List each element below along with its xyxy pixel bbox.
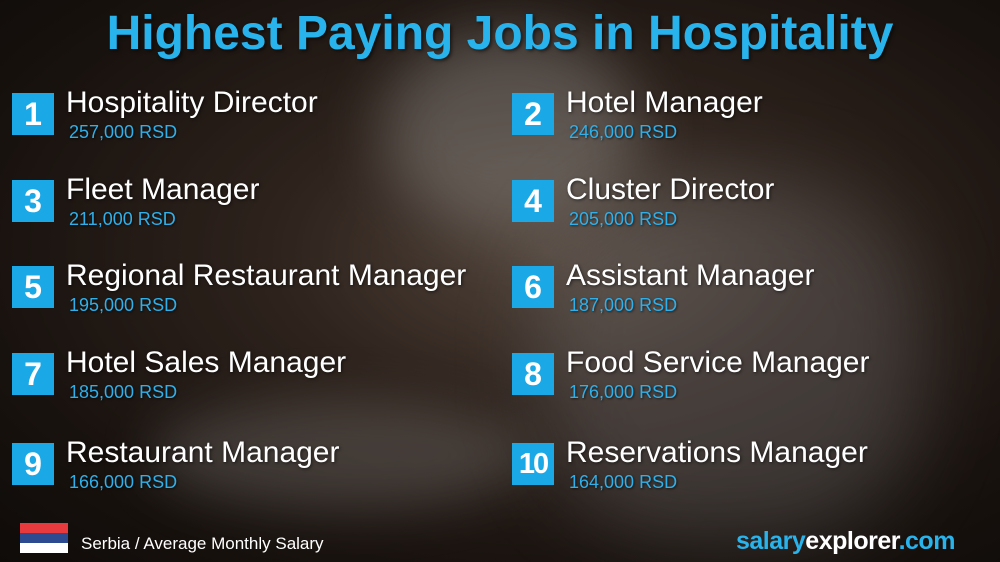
serbia-flag-icon bbox=[20, 523, 68, 553]
rank-badge: 2 bbox=[512, 93, 554, 135]
job-title: Food Service Manager bbox=[566, 346, 870, 379]
job-item: 10 Reservations Manager 164,000 RSD bbox=[512, 436, 1000, 510]
job-item: 1 Hospitality Director 257,000 RSD bbox=[12, 86, 502, 160]
rank-badge: 3 bbox=[12, 180, 54, 222]
rank-badge: 6 bbox=[512, 266, 554, 308]
job-title: Hotel Sales Manager bbox=[66, 346, 347, 379]
rank-badge: 1 bbox=[12, 93, 54, 135]
rank-badge: 4 bbox=[512, 180, 554, 222]
job-title: Reservations Manager bbox=[566, 436, 868, 469]
rank-badge: 10 bbox=[512, 443, 554, 485]
job-item: 4 Cluster Director 205,000 RSD bbox=[512, 173, 1000, 247]
job-title: Regional Restaurant Manager bbox=[66, 259, 467, 292]
job-item: 7 Hotel Sales Manager 185,000 RSD bbox=[12, 346, 502, 420]
background-photo-chef bbox=[540, 180, 920, 540]
job-item: 6 Assistant Manager 187,000 RSD bbox=[512, 259, 1000, 333]
job-salary: 205,000 RSD bbox=[569, 209, 678, 229]
background-photo-plate bbox=[150, 400, 530, 510]
job-title: Restaurant Manager bbox=[66, 436, 340, 469]
job-salary: 211,000 RSD bbox=[69, 209, 176, 229]
job-salary: 176,000 RSD bbox=[569, 382, 678, 402]
job-title: Hotel Manager bbox=[566, 86, 763, 119]
job-salary: 187,000 RSD bbox=[569, 295, 678, 315]
job-salary: 246,000 RSD bbox=[569, 122, 678, 142]
job-title: Cluster Director bbox=[566, 173, 775, 206]
rank-badge: 8 bbox=[512, 353, 554, 395]
job-item: 2 Hotel Manager 246,000 RSD bbox=[512, 86, 1000, 160]
job-title: Assistant Manager bbox=[566, 259, 815, 292]
job-item: 8 Food Service Manager 176,000 RSD bbox=[512, 346, 1000, 420]
job-title: Fleet Manager bbox=[66, 173, 260, 206]
job-item: 3 Fleet Manager 211,000 RSD bbox=[12, 173, 502, 247]
footer-caption: Serbia / Average Monthly Salary bbox=[81, 534, 324, 553]
job-salary: 195,000 RSD bbox=[69, 295, 178, 315]
job-salary: 166,000 RSD bbox=[69, 472, 178, 492]
job-salary: 185,000 RSD bbox=[69, 382, 178, 402]
job-item: 5 Regional Restaurant Manager 195,000 RS… bbox=[12, 259, 502, 333]
job-title: Hospitality Director bbox=[66, 86, 318, 119]
rank-badge: 5 bbox=[12, 266, 54, 308]
job-salary: 257,000 RSD bbox=[69, 122, 178, 142]
job-item: 9 Restaurant Manager 166,000 RSD bbox=[12, 436, 502, 510]
page-title: Highest Paying Jobs in Hospitality bbox=[106, 7, 894, 60]
job-salary: 164,000 RSD bbox=[569, 472, 678, 492]
brand-logo[interactable]: salaryexplorer.com bbox=[736, 527, 955, 555]
rank-badge: 9 bbox=[12, 443, 54, 485]
background-photo bbox=[380, 30, 640, 230]
rank-badge: 7 bbox=[12, 353, 54, 395]
